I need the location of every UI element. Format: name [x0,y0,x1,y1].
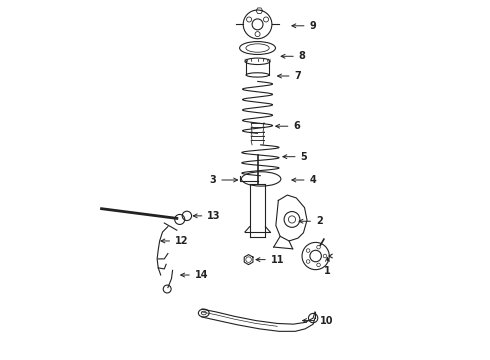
Text: 12: 12 [161,236,189,246]
Text: 2: 2 [299,216,323,226]
Text: 10: 10 [303,316,333,325]
Text: 9: 9 [292,21,317,31]
Text: 5: 5 [283,152,307,162]
Text: 1: 1 [324,257,331,276]
Text: 8: 8 [281,51,306,61]
Text: 6: 6 [276,121,300,131]
Text: 13: 13 [193,211,221,221]
Text: 11: 11 [256,255,284,265]
Text: 4: 4 [292,175,317,185]
Text: 7: 7 [277,71,301,81]
Text: 14: 14 [181,270,208,280]
Text: 3: 3 [210,175,238,185]
